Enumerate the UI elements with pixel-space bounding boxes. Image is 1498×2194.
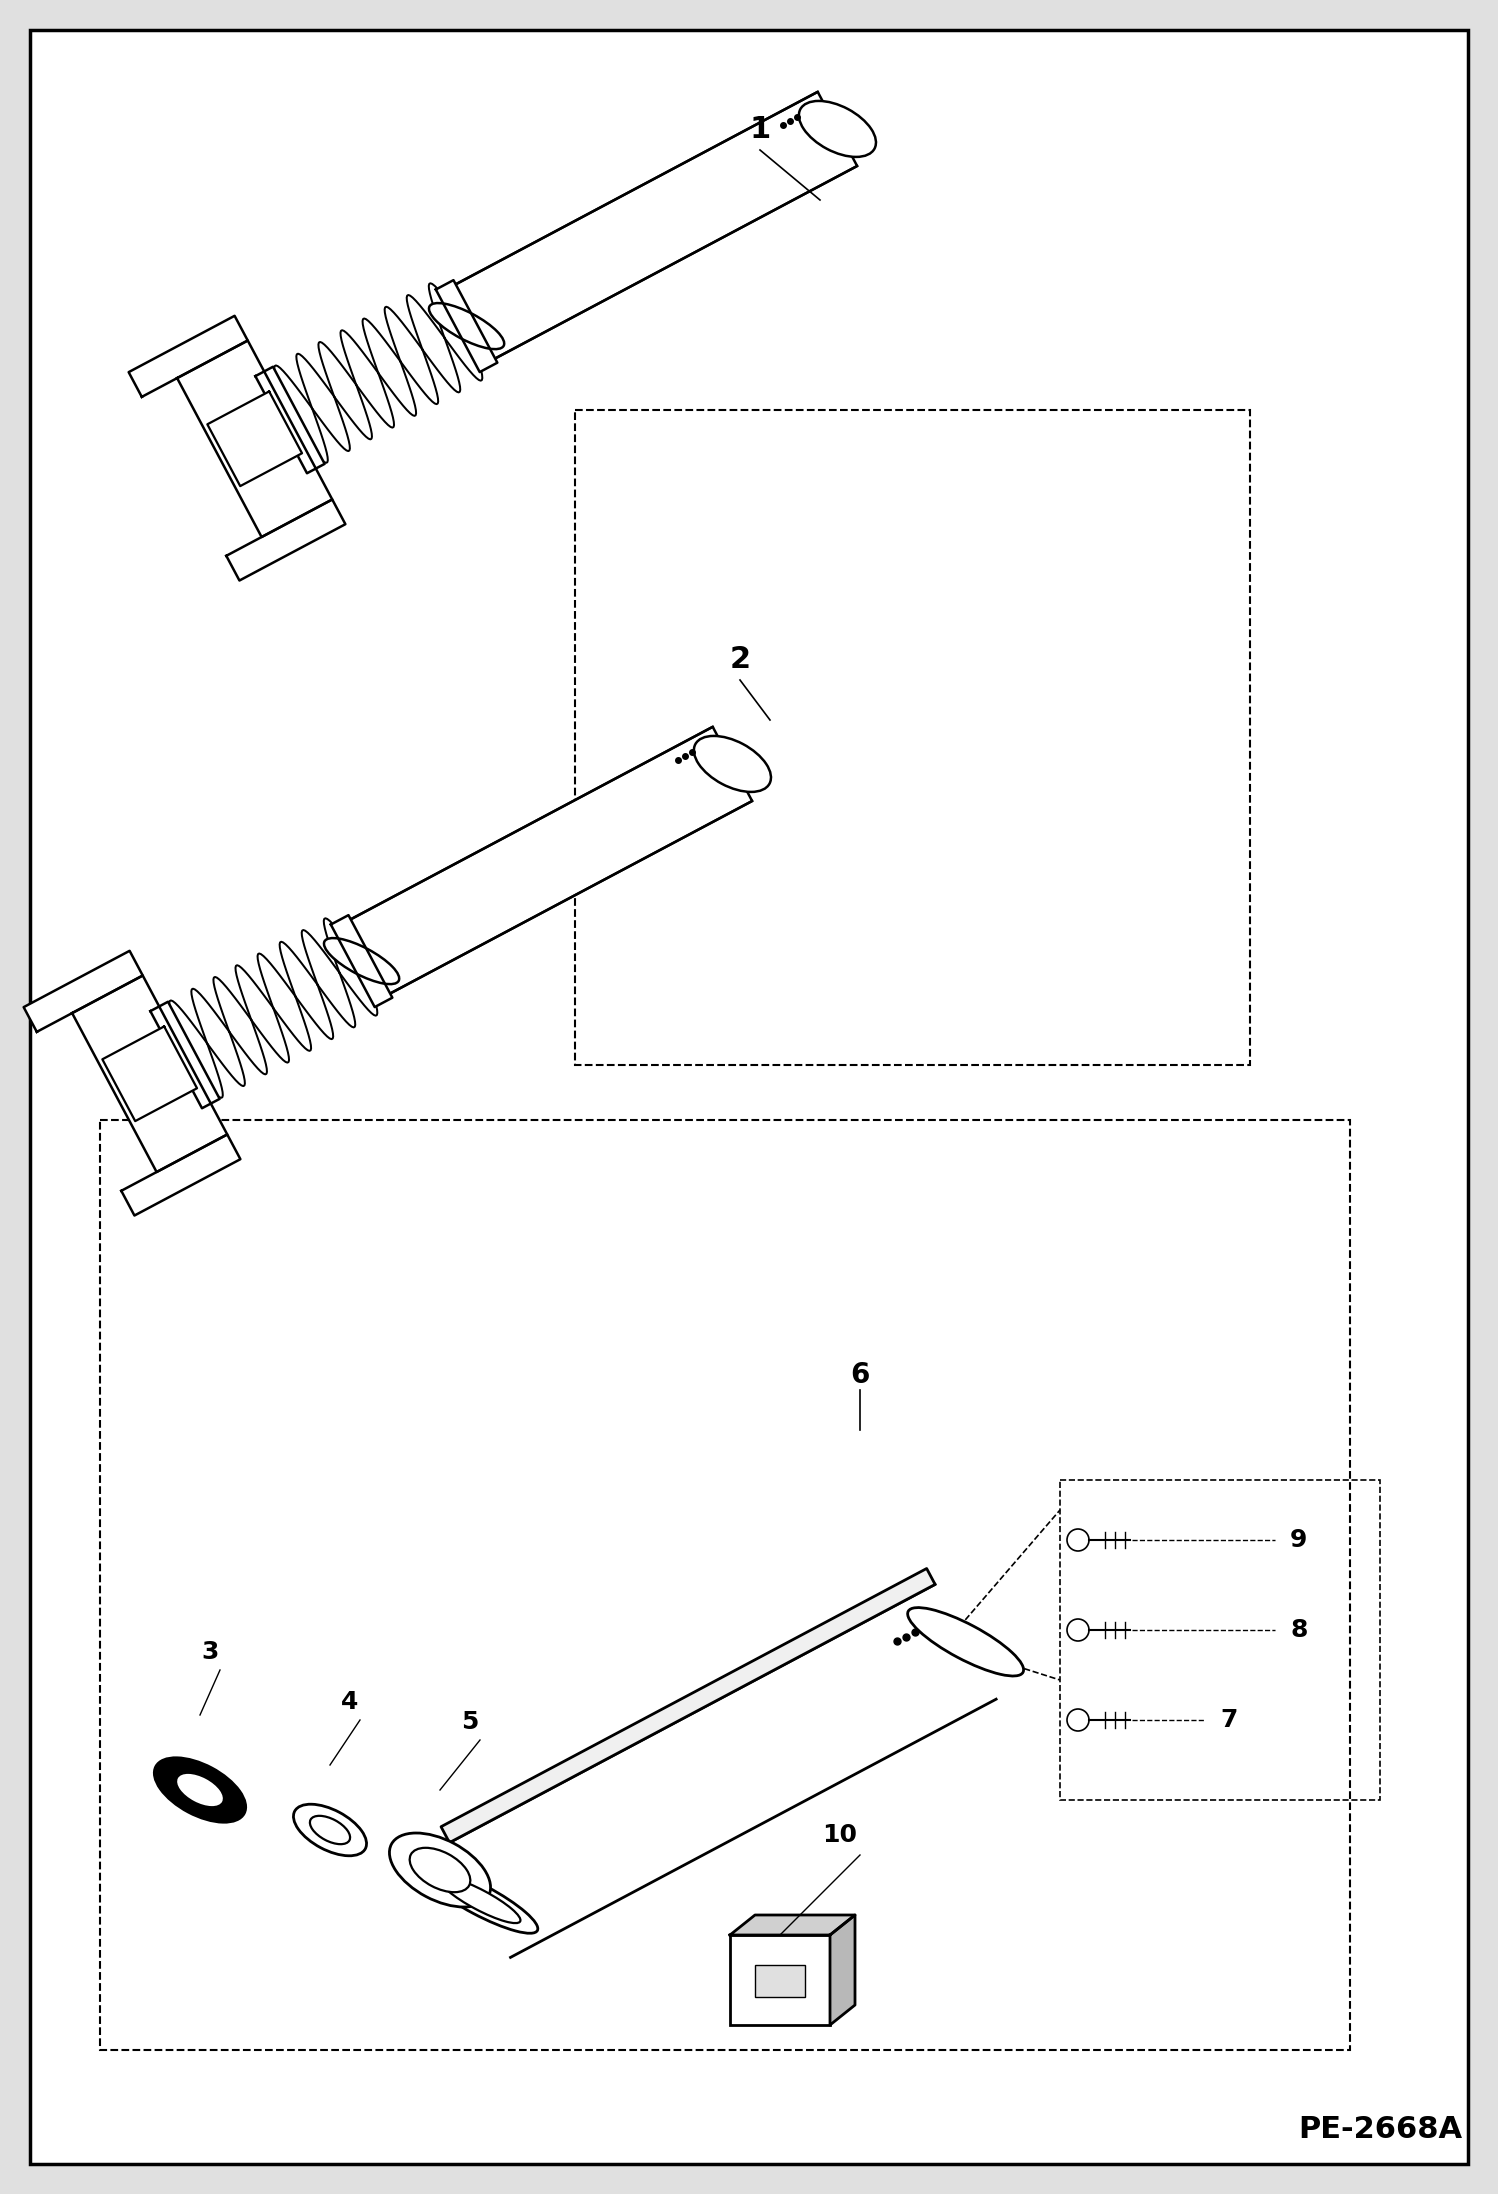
Text: PE-2668A: PE-2668A xyxy=(1297,2115,1462,2144)
Polygon shape xyxy=(121,1134,240,1215)
Text: 8: 8 xyxy=(1290,1617,1308,1641)
Bar xyxy=(100,1119,1350,2049)
Polygon shape xyxy=(446,92,857,364)
Polygon shape xyxy=(226,500,346,581)
Text: 5: 5 xyxy=(461,1709,479,1733)
Ellipse shape xyxy=(439,1876,520,1924)
Text: 4: 4 xyxy=(342,1689,358,1714)
Ellipse shape xyxy=(798,101,876,158)
Text: 9: 9 xyxy=(1290,1527,1308,1551)
Ellipse shape xyxy=(428,303,505,349)
Text: 3: 3 xyxy=(201,1639,219,1663)
Polygon shape xyxy=(449,1584,996,1957)
Polygon shape xyxy=(255,366,325,474)
Polygon shape xyxy=(129,316,247,397)
Polygon shape xyxy=(730,1915,855,1935)
Ellipse shape xyxy=(389,1832,490,1907)
Ellipse shape xyxy=(177,1775,223,1806)
Text: 2: 2 xyxy=(730,645,750,674)
Polygon shape xyxy=(436,281,497,373)
Text: 1: 1 xyxy=(749,116,770,145)
Ellipse shape xyxy=(908,1608,1023,1676)
Ellipse shape xyxy=(422,1867,538,1933)
Ellipse shape xyxy=(154,1757,246,1823)
Ellipse shape xyxy=(409,1847,470,1891)
Ellipse shape xyxy=(1067,1619,1089,1641)
Ellipse shape xyxy=(310,1817,351,1845)
Polygon shape xyxy=(440,1569,935,1843)
Polygon shape xyxy=(342,726,752,998)
Polygon shape xyxy=(207,391,303,487)
Polygon shape xyxy=(24,950,142,1031)
Polygon shape xyxy=(150,1003,220,1108)
Bar xyxy=(755,1966,804,1997)
Bar xyxy=(730,1935,830,2025)
Polygon shape xyxy=(72,976,228,1172)
Text: 7: 7 xyxy=(1219,1707,1237,1731)
Ellipse shape xyxy=(1067,1529,1089,1551)
Ellipse shape xyxy=(1067,1709,1089,1731)
Ellipse shape xyxy=(694,735,771,792)
Text: 10: 10 xyxy=(822,1823,857,1847)
Polygon shape xyxy=(102,1027,198,1121)
Ellipse shape xyxy=(324,939,398,985)
Polygon shape xyxy=(331,915,392,1007)
Polygon shape xyxy=(830,1915,855,2025)
Polygon shape xyxy=(177,340,333,538)
Bar xyxy=(1061,1481,1380,1799)
Text: 6: 6 xyxy=(851,1360,870,1389)
Ellipse shape xyxy=(294,1803,367,1856)
